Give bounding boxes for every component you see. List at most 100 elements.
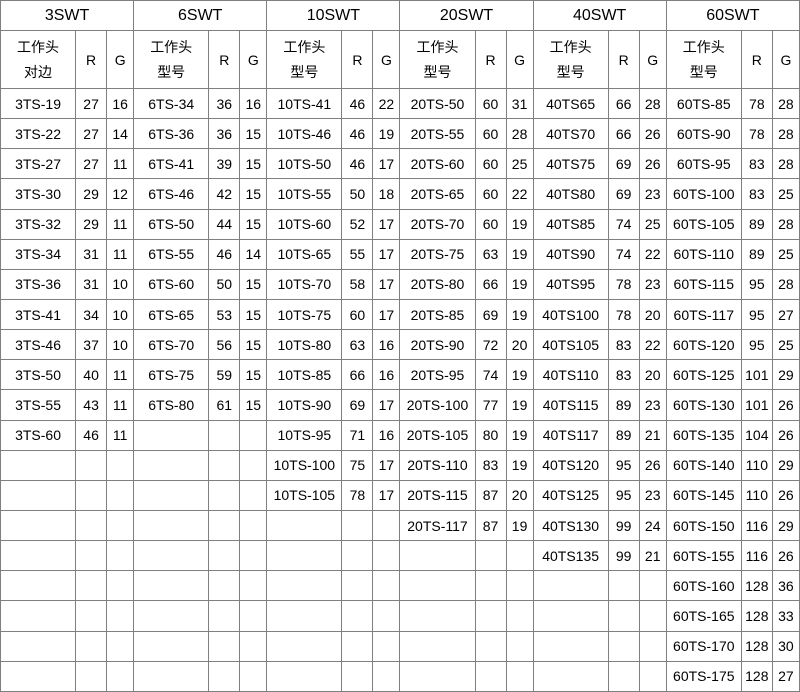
cell-g: [106, 509, 135, 542]
cell-model: [0, 630, 77, 662]
cell-r: 69: [607, 148, 640, 180]
cell-g: 16: [239, 87, 268, 120]
cell-g: 27: [771, 660, 800, 692]
cell-g: 24: [638, 509, 667, 542]
cell-r: [75, 540, 108, 572]
cell-model: [532, 660, 609, 692]
cell-model: 20TS-50: [399, 87, 476, 120]
cell-model: 60TS-175: [665, 660, 742, 692]
cell-g: [638, 570, 667, 602]
cell-model: 3TS-55: [0, 389, 77, 421]
table-row: 3TS-46 37 10 6TS-70 56 15 10TS-80 63 16 20TS-90 72…: [0, 329, 800, 361]
cell-g: 28: [771, 268, 800, 300]
table-row: 10TS-100 75 17 20TS-110 83 19 40TS120 95 26 60TS-…: [0, 449, 800, 481]
cell-model: [133, 630, 210, 662]
cell-model: [0, 570, 77, 602]
cell-model: [0, 479, 77, 511]
cell-model: 60TS-145: [665, 479, 742, 511]
cell-model: 20TS-117: [399, 509, 476, 542]
cell-g: 29: [771, 359, 800, 391]
cell-model: 40TS110: [532, 359, 609, 391]
model-header-line2: 对边: [24, 63, 53, 80]
table-row: 3TS-22 27 14 6TS-36 36 15 10TS-46 46 19 20TS-55 60…: [0, 118, 800, 150]
cell-g: 11: [106, 419, 135, 451]
cell-model: [399, 630, 476, 662]
table-row: 3TS-36 31 10 6TS-60 50 15 10TS-70 58 17 20TS-80 66…: [0, 268, 800, 300]
cell-g: [505, 630, 534, 662]
cell-r: 95: [740, 329, 773, 361]
cell-g: [106, 600, 135, 632]
cell-model: [266, 600, 343, 632]
table-row: 20TS-117 87 19 40TS130 99 24 60TS-150 116 29: [0, 509, 800, 542]
table-row: 3TS-30 29 12 6TS-46 42 15 10TS-55 50 18 20TS-65 60…: [0, 178, 800, 210]
cell-g: [372, 509, 401, 542]
cell-g: 11: [106, 238, 135, 270]
cell-r: 83: [474, 449, 507, 481]
cell-model: [399, 600, 476, 632]
g-column-header: G: [239, 30, 268, 89]
cell-model: 60TS-110: [665, 238, 742, 270]
cell-g: 25: [638, 208, 667, 240]
cell-model: 60TS-120: [665, 329, 742, 361]
cell-model: [0, 509, 77, 542]
cell-model: 60TS-170: [665, 630, 742, 662]
cell-model: 40TS70: [532, 118, 609, 150]
cell-r: 128: [740, 600, 773, 632]
cell-g: 26: [638, 148, 667, 180]
r-column-header: R: [208, 30, 241, 89]
cell-g: 11: [106, 208, 135, 240]
cell-model: 40TS125: [532, 479, 609, 511]
cell-model: 60TS-135: [665, 419, 742, 451]
cell-model: [0, 660, 77, 692]
model-header-line1: 工作头: [283, 38, 326, 55]
cell-model: 60TS-100: [665, 178, 742, 210]
cell-r: [75, 660, 108, 692]
cell-model: 20TS-90: [399, 329, 476, 361]
cell-g: [106, 570, 135, 602]
cell-model: 6TS-36: [133, 118, 210, 150]
cell-g: 20: [505, 479, 534, 511]
cell-r: 60: [474, 118, 507, 150]
model-header-line1: 工作头: [549, 38, 592, 55]
cell-model: 20TS-70: [399, 208, 476, 240]
cell-model: 20TS-75: [399, 238, 476, 270]
cell-model: [399, 540, 476, 572]
cell-r: 46: [75, 419, 108, 451]
g-column-header: G: [505, 30, 534, 89]
cell-r: 55: [341, 238, 374, 270]
cell-r: 59: [208, 359, 241, 391]
cell-model: 10TS-55: [266, 178, 343, 210]
cell-g: 28: [771, 148, 800, 180]
cell-model: 3TS-50: [0, 359, 77, 391]
cell-g: [239, 479, 268, 511]
cell-g: 26: [771, 389, 800, 421]
g-column-header: G: [106, 30, 135, 89]
cell-r: 71: [341, 419, 374, 451]
cell-model: [133, 600, 210, 632]
cell-r: 83: [607, 359, 640, 391]
cell-r: 75: [341, 449, 374, 481]
cell-r: [474, 540, 507, 572]
cell-model: 20TS-80: [399, 268, 476, 300]
table-header: 3SWT 6SWT 10SWT 20SWT 40SWT 60SWT 工作头 对边…: [0, 0, 800, 89]
cell-r: [208, 600, 241, 632]
cell-model: 40TS95: [532, 268, 609, 300]
cell-r: 66: [607, 87, 640, 120]
cell-r: 66: [474, 268, 507, 300]
cell-model: 40TS85: [532, 208, 609, 240]
cell-model: 20TS-85: [399, 298, 476, 331]
cell-r: 83: [740, 148, 773, 180]
cell-g: 20: [638, 359, 667, 391]
cell-r: 36: [208, 87, 241, 120]
cell-r: [474, 570, 507, 602]
cell-model: 20TS-115: [399, 479, 476, 511]
cell-r: 43: [75, 389, 108, 421]
cell-model: 10TS-46: [266, 118, 343, 150]
cell-r: [341, 630, 374, 662]
cell-g: 21: [638, 419, 667, 451]
cell-g: 19: [505, 208, 534, 240]
cell-model: 40TS135: [532, 540, 609, 572]
cell-r: 128: [740, 570, 773, 602]
cell-model: 40TS117: [532, 419, 609, 451]
group-title-row: 3SWT 6SWT 10SWT 20SWT 40SWT 60SWT: [0, 0, 800, 31]
